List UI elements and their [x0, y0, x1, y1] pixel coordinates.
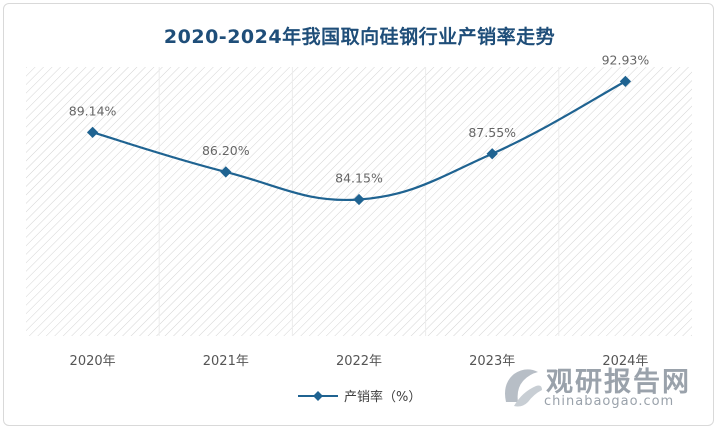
x-tick-label: 2023年	[469, 354, 515, 369]
x-tick-label: 2021年	[203, 354, 249, 369]
chart-title: 2020-2024年我国取向硅钢行业产销率走势	[163, 26, 556, 48]
data-point-marker	[220, 166, 232, 178]
x-tick-label: 2024年	[602, 354, 648, 369]
chart-legend: 产销率（%）	[296, 386, 421, 405]
data-label: 87.55%	[468, 125, 516, 140]
data-label: 86.20%	[202, 143, 250, 158]
watermark-url: chinabaogao.com	[544, 394, 675, 409]
data-label: 84.15%	[335, 170, 383, 185]
watermark-logo-icon	[505, 369, 542, 407]
legend-line-icon	[298, 390, 338, 401]
data-label: 89.14%	[69, 103, 117, 118]
watermark-brand: 观研报告网	[546, 367, 691, 398]
x-tick-label: 2022年	[336, 354, 382, 369]
x-tick-label: 2020年	[70, 354, 116, 369]
data-point-marker	[486, 148, 498, 160]
data-label: 92.93%	[602, 52, 650, 67]
legend-label: 产销率（%）	[344, 390, 422, 405]
watermark: 观研报告网 chinabaogao.com	[500, 360, 710, 420]
data-point-marker	[353, 193, 365, 206]
